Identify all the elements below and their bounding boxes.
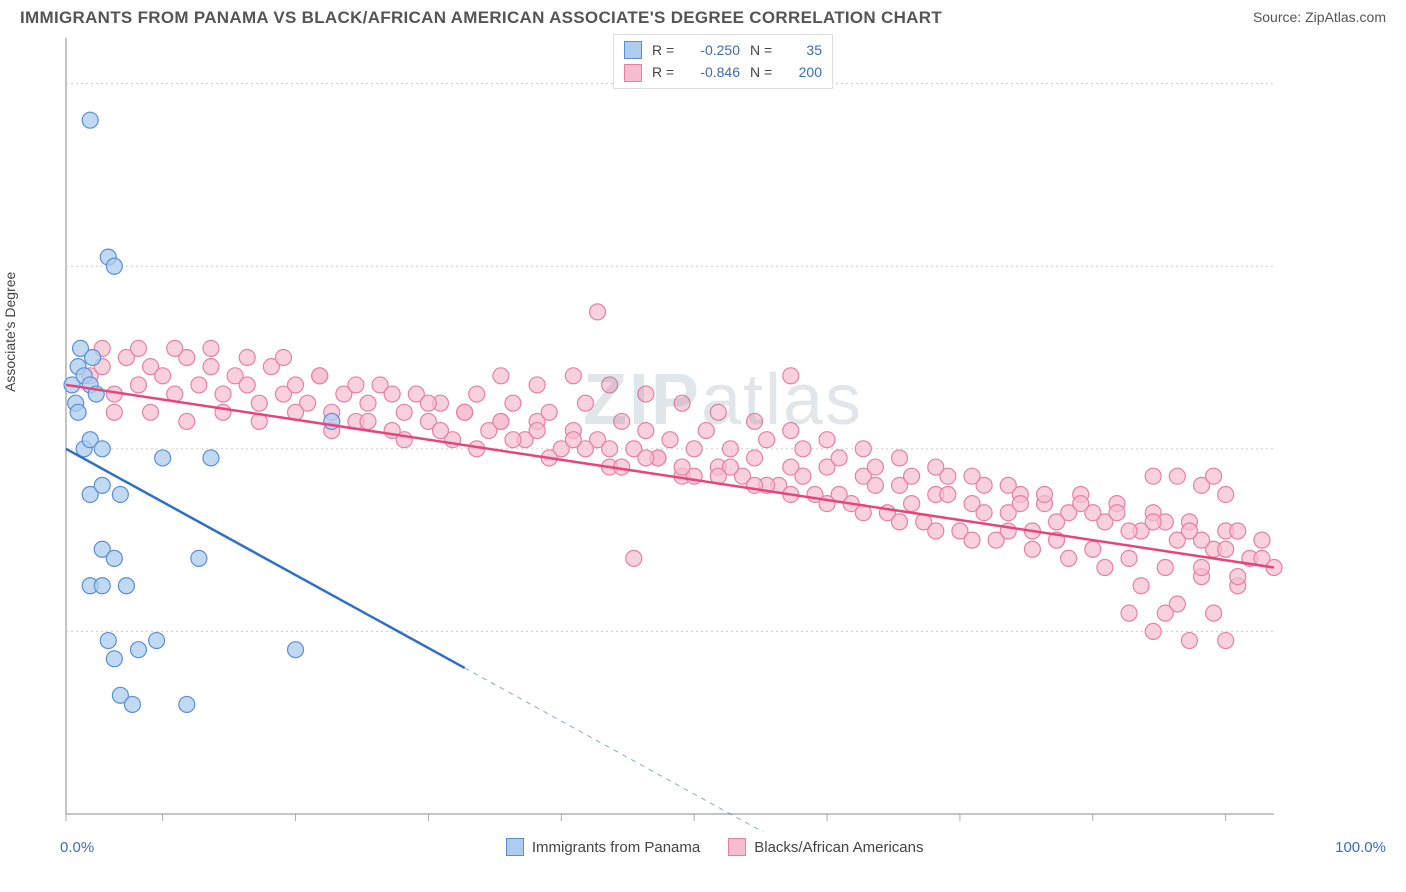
legend-item-label: Immigrants from Panama <box>532 839 700 856</box>
legend-stat-row: R = -0.846 N = 200 <box>624 61 822 83</box>
legend-n-label: N = <box>750 39 778 61</box>
bottom-legend: Immigrants from Panama Blacks/African Ame… <box>506 838 924 856</box>
legend-r-label: R = <box>652 39 680 61</box>
legend-r-value: -0.846 <box>690 61 740 83</box>
source-name: ZipAtlas.com <box>1305 9 1386 25</box>
scatter-chart-svg <box>60 32 1346 832</box>
x-axis-max-label: 100.0% <box>1335 839 1386 856</box>
source-attribution: Source: ZipAtlas.com <box>1253 9 1386 27</box>
chart-title: IMMIGRANTS FROM PANAMA VS BLACK/AFRICAN … <box>20 8 942 28</box>
source-label: Source: <box>1253 9 1305 25</box>
legend-n-label: N = <box>750 61 778 83</box>
legend-item: Blacks/African Americans <box>728 838 923 856</box>
legend-item-label: Blacks/African Americans <box>754 839 923 856</box>
legend-swatch <box>624 64 642 82</box>
legend-r-value: -0.250 <box>690 39 740 61</box>
legend-swatch <box>728 838 746 856</box>
legend-stat-row: R = -0.250 N = 35 <box>624 39 822 61</box>
legend-swatch <box>624 41 642 59</box>
legend-item: Immigrants from Panama <box>506 838 700 856</box>
legend-swatch <box>506 838 524 856</box>
y-axis-label: Associate's Degree <box>2 272 18 392</box>
legend-n-value: 35 <box>788 39 822 61</box>
legend-n-value: 200 <box>788 61 822 83</box>
x-axis-row: 0.0% Immigrants from Panama Blacks/Africa… <box>60 838 1386 856</box>
plot-area: ZIPatlas R =-0.250N =35R =-0.846N =200 2… <box>60 32 1386 832</box>
legend-stats-box: R = -0.250 N = 35 R = -0.846 N = 200 <box>613 34 833 89</box>
legend-r-label: R = <box>652 61 680 83</box>
x-axis-min-label: 0.0% <box>60 839 94 856</box>
chart-container: Associate's Degree ZIPatlas R =-0.250N =… <box>20 32 1386 856</box>
